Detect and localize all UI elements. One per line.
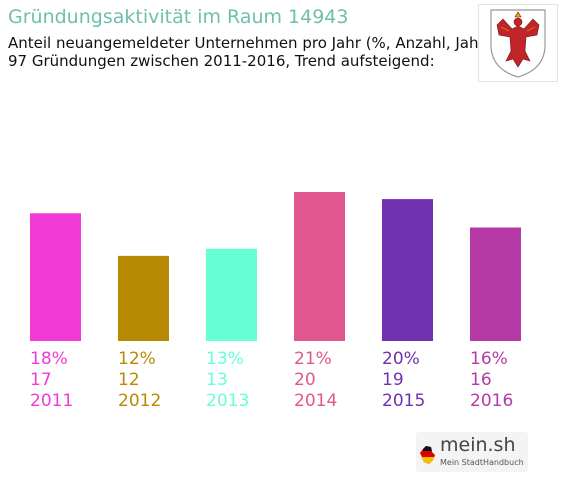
year-label-2016: 2016: [470, 391, 513, 411]
germany-map-icon: [420, 446, 435, 464]
count-label-2015: 19: [382, 370, 404, 390]
count-label-2013: 13: [206, 370, 228, 390]
bar-2014: [294, 192, 345, 341]
percent-label-2011: 18%: [30, 349, 68, 369]
bar-2015: [382, 199, 433, 341]
year-label-2015: 2015: [382, 391, 425, 411]
subtitle-line-1: Anteil neuangemeldeter Unternehmen pro J…: [8, 34, 491, 52]
year-label-2012: 2012: [118, 391, 161, 411]
chart-title: Gründungsaktivität im Raum 14943: [8, 6, 349, 28]
count-label-2014: 20: [294, 370, 316, 390]
percent-label-2012: 12%: [118, 349, 156, 369]
percent-label-2015: 20%: [382, 349, 420, 369]
year-label-2013: 2013: [206, 391, 249, 411]
brand-name: mein.sh: [440, 434, 516, 456]
count-label-2011: 17: [30, 370, 52, 390]
count-label-2016: 16: [470, 370, 492, 390]
brand-tagline: Mein StadtHandbuch: [440, 458, 524, 467]
bar-2013: [206, 248, 257, 341]
subtitle-line-2: 97 Gründungen zwischen 2011-2016, Trend …: [8, 52, 435, 70]
year-label-2014: 2014: [294, 391, 337, 411]
branding-logo: mein.sh Mein StadtHandbuch: [416, 432, 528, 472]
percent-label-2014: 21%: [294, 349, 332, 369]
bar-2012: [118, 255, 169, 341]
chart-subtitle: Anteil neuangemeldeter Unternehmen pro J…: [8, 34, 491, 70]
percent-label-2016: 16%: [470, 349, 508, 369]
coat-of-arms-eagle-icon: [478, 4, 558, 82]
year-label-2011: 2011: [30, 391, 73, 411]
count-label-2012: 12: [118, 370, 140, 390]
bar-2016: [470, 227, 521, 341]
percent-label-2013: 13%: [206, 349, 244, 369]
bar-2011: [30, 213, 81, 341]
